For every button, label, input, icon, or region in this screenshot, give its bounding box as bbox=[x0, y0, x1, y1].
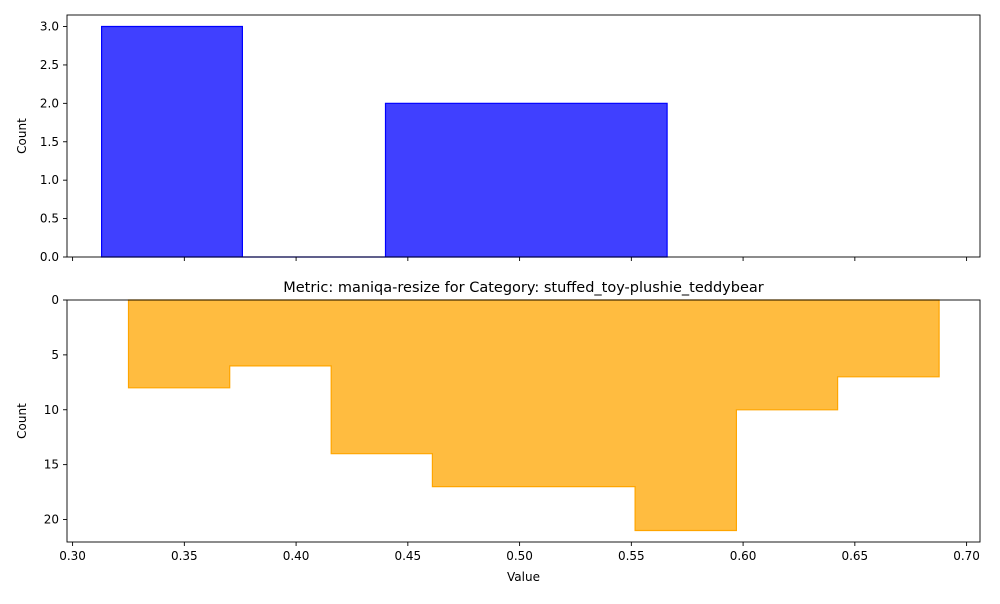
top-histogram-panel: 0.0 0.5 1.0 1.5 2.0 2.5 3.0 Count bbox=[15, 14, 981, 264]
top-y-tick-label: 0.5 bbox=[40, 212, 59, 226]
bottom-x-tick-label: 0.45 bbox=[394, 549, 421, 563]
bottom-x-tick-label: 0.30 bbox=[59, 549, 86, 563]
bottom-x-tick-label: 0.35 bbox=[171, 549, 198, 563]
bottom-x-tick-label: 0.55 bbox=[618, 549, 645, 563]
top-y-tick-label: 1.0 bbox=[40, 173, 59, 187]
top-histogram-area bbox=[100, 25, 668, 258]
bottom-y-axis-label: Count bbox=[15, 403, 29, 439]
bottom-x-tick-label: 0.40 bbox=[283, 549, 310, 563]
bottom-y-tick-label: 10 bbox=[44, 403, 59, 417]
top-y-tick-label: 0.0 bbox=[40, 250, 59, 264]
bottom-chart-title: Metric: maniqa-resize for Category: stuf… bbox=[283, 280, 764, 296]
bottom-y-tick-label: 0 bbox=[51, 293, 59, 307]
bottom-axes-frame bbox=[66, 299, 981, 543]
bottom-y-tick-label: 20 bbox=[44, 513, 59, 527]
top-y-tick-label: 2.0 bbox=[40, 96, 59, 110]
bottom-x-tick-label: 0.65 bbox=[841, 549, 868, 563]
top-axes-frame bbox=[66, 14, 981, 258]
bottom-y-tick-label: 5 bbox=[51, 348, 59, 362]
bottom-histogram-panel: 0 5 10 15 20 0.30 0.35 0.40 0.45 0.50 0.55 0.60 0.65… bbox=[15, 280, 981, 584]
bottom-x-tick-label: 0.50 bbox=[506, 549, 533, 563]
bottom-histogram-area bbox=[127, 299, 940, 532]
top-y-tick-label: 2.5 bbox=[40, 58, 59, 72]
top-y-axis-label: Count bbox=[15, 118, 29, 154]
bottom-y-tick-label: 15 bbox=[44, 458, 59, 472]
top-y-tick-label: 1.5 bbox=[40, 135, 59, 149]
bottom-x-tick-label: 0.60 bbox=[730, 549, 757, 563]
top-y-tick-label: 3.0 bbox=[40, 20, 59, 34]
bottom-x-axis-label: Value bbox=[507, 570, 540, 584]
bottom-x-tick-label: 0.70 bbox=[953, 549, 980, 563]
